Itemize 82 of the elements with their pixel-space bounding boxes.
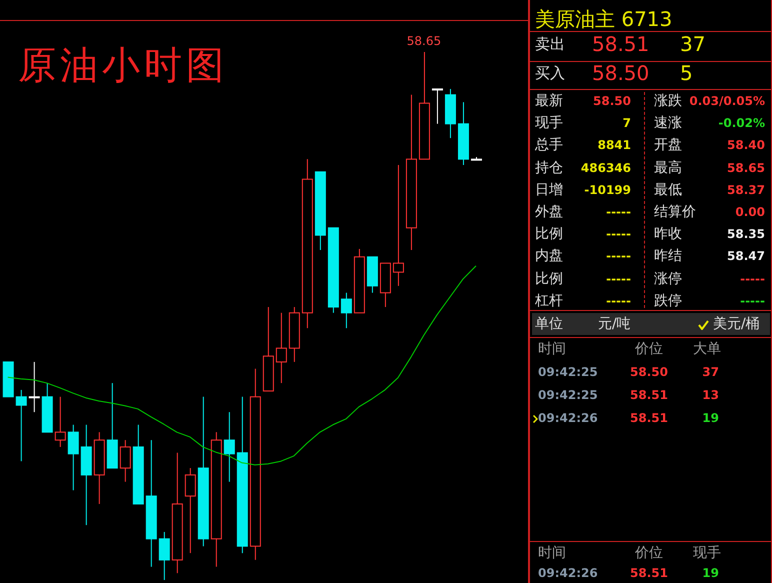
text: 日增	[535, 182, 563, 198]
text: 19	[702, 566, 719, 580]
text: -----	[606, 272, 631, 286]
text: 昨结	[654, 248, 682, 264]
text: -0.02%	[718, 116, 765, 130]
candlestick	[28, 361, 40, 413]
text: 5	[680, 61, 693, 85]
text: -10199	[584, 182, 631, 197]
candlestick	[340, 292, 352, 329]
candlestick	[68, 424, 79, 491]
text: 最低	[654, 182, 682, 198]
candlestick	[224, 412, 235, 482]
text: 买入	[535, 64, 565, 82]
text: 价位	[635, 545, 663, 561]
text: 58.40	[727, 138, 765, 152]
text: 单位	[535, 316, 563, 332]
text: 58.47	[727, 249, 765, 264]
text: -----	[606, 249, 631, 264]
text: 58.50	[592, 61, 650, 85]
text: -----	[606, 294, 631, 308]
text: 37	[702, 365, 719, 379]
text: -----	[606, 205, 631, 219]
text: 58.37	[727, 182, 765, 197]
text: 涨停	[654, 270, 682, 287]
text: 现手	[535, 115, 563, 132]
text: -----	[606, 227, 631, 242]
candlestick	[158, 531, 170, 580]
text: 09:42:26	[538, 411, 598, 425]
candlestick	[54, 396, 66, 448]
text: 58.51	[630, 388, 668, 402]
text: 09:42:25	[538, 365, 598, 379]
text: 结算价	[654, 204, 696, 220]
candlestick	[392, 164, 404, 286]
candlestick	[276, 312, 287, 384]
text: 时间	[538, 341, 566, 357]
chart-title: 原油小时图	[18, 42, 228, 89]
text: 现手	[693, 545, 721, 561]
text: 比例	[535, 226, 563, 242]
text: 比例	[535, 270, 563, 287]
text: 7	[622, 116, 631, 130]
text: 58.51	[630, 411, 668, 425]
text: 速涨	[654, 115, 682, 132]
text: 13	[702, 388, 719, 402]
text: 涨跌	[654, 93, 682, 109]
text: 卖出	[535, 35, 565, 53]
text: 杠杆	[535, 292, 563, 309]
text: 价位	[635, 341, 663, 357]
text: 最新	[535, 93, 563, 109]
candlestick	[120, 440, 131, 482]
text: 持仓	[535, 160, 563, 176]
text: 58.35	[727, 227, 765, 242]
candlestick	[184, 468, 196, 554]
text: 19	[702, 411, 719, 425]
text: -----	[740, 272, 765, 286]
text: 内盘	[535, 248, 563, 264]
text: 0.00	[735, 205, 765, 219]
text: 美原油主 6713	[535, 6, 672, 33]
text: 58.50	[593, 94, 631, 108]
candlestick	[16, 389, 27, 462]
text: 开盘	[654, 137, 682, 154]
text: 486346	[580, 160, 631, 175]
text: 58.50	[630, 365, 668, 379]
text: 8841	[598, 138, 631, 152]
text: 美元/桶	[713, 316, 760, 332]
text: 元/吨	[598, 316, 631, 332]
text: 58.51	[592, 32, 650, 56]
text: 58.65	[406, 34, 442, 48]
text: 0.03/0.05%	[689, 94, 765, 108]
text: -----	[740, 294, 765, 308]
text: 大单	[693, 341, 721, 357]
text: 58.65	[727, 160, 765, 175]
text: 跌停	[654, 292, 682, 309]
text: 昨收	[654, 226, 682, 242]
text: 09:42:26	[538, 566, 598, 580]
text: 09:42:25	[538, 388, 598, 402]
text: 时间	[538, 545, 566, 561]
text: 最高	[654, 160, 682, 176]
text: 总手	[535, 137, 563, 154]
text: 外盘	[535, 204, 563, 220]
text: 58.51	[630, 566, 668, 580]
text: 37	[680, 32, 706, 56]
candlestick	[432, 88, 443, 124]
